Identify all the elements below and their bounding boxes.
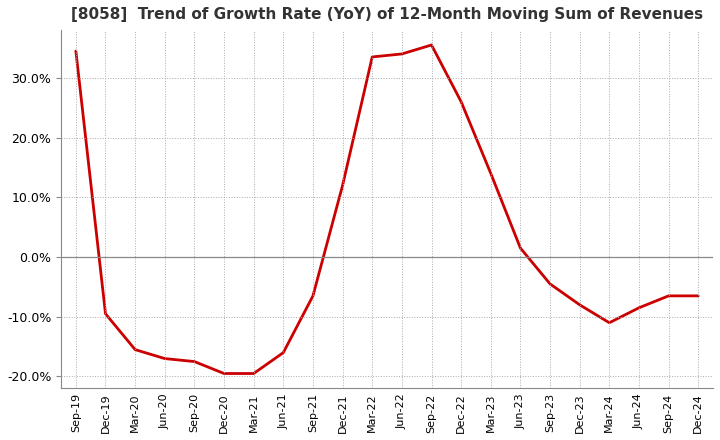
Title: [8058]  Trend of Growth Rate (YoY) of 12-Month Moving Sum of Revenues: [8058] Trend of Growth Rate (YoY) of 12-… xyxy=(71,7,703,22)
